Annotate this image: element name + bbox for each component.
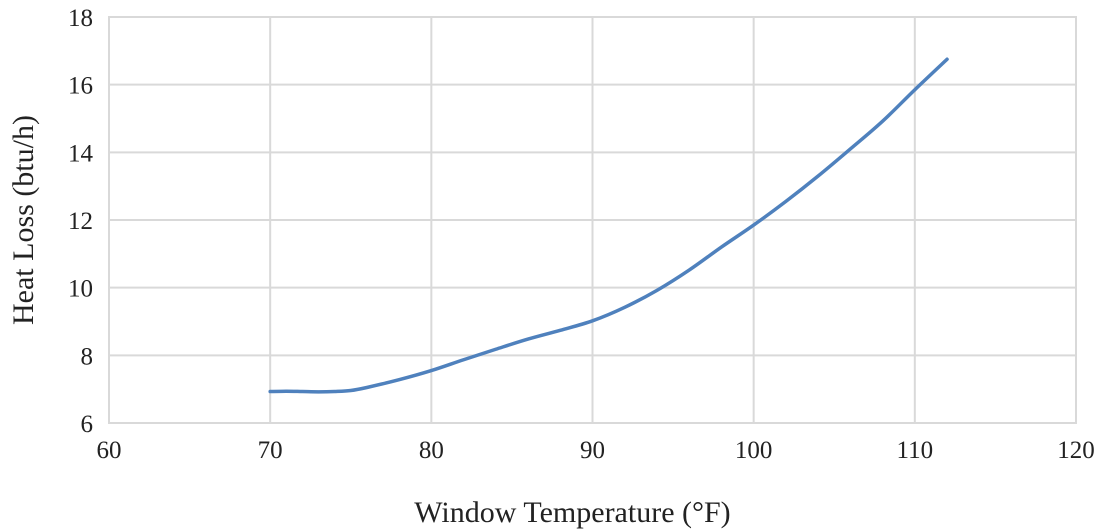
y-tick-label-10: 10 [68, 276, 93, 303]
x-tick-label-120: 120 [1057, 437, 1095, 464]
x-axis-tick-labels: 60 70 80 90 100 110 120 [97, 437, 1095, 464]
x-tick-label-60: 60 [97, 437, 122, 464]
x-axis-title: Window Temperature (°F) [414, 496, 730, 529]
x-tick-label-100: 100 [735, 437, 773, 464]
y-axis-tick-labels: 6 8 10 12 14 16 18 [68, 5, 94, 438]
y-tick-label-12: 12 [68, 208, 93, 235]
x-tick-label-90: 90 [580, 437, 605, 464]
y-tick-label-8: 8 [81, 343, 94, 370]
x-tick-label-80: 80 [419, 437, 444, 464]
y-tick-label-14: 14 [68, 140, 94, 167]
series-layer [268, 57, 949, 394]
y-tick-label-16: 16 [68, 73, 93, 100]
x-tick-label-110: 110 [897, 437, 934, 464]
y-tick-label-18: 18 [68, 5, 93, 32]
y-axis-title: Heat Loss (btu/h) [7, 115, 40, 325]
y-tick-label-6: 6 [81, 411, 94, 438]
x-tick-label-70: 70 [258, 437, 283, 464]
series-line-0 [268, 57, 949, 394]
plot-area-border [108, 16, 1077, 424]
